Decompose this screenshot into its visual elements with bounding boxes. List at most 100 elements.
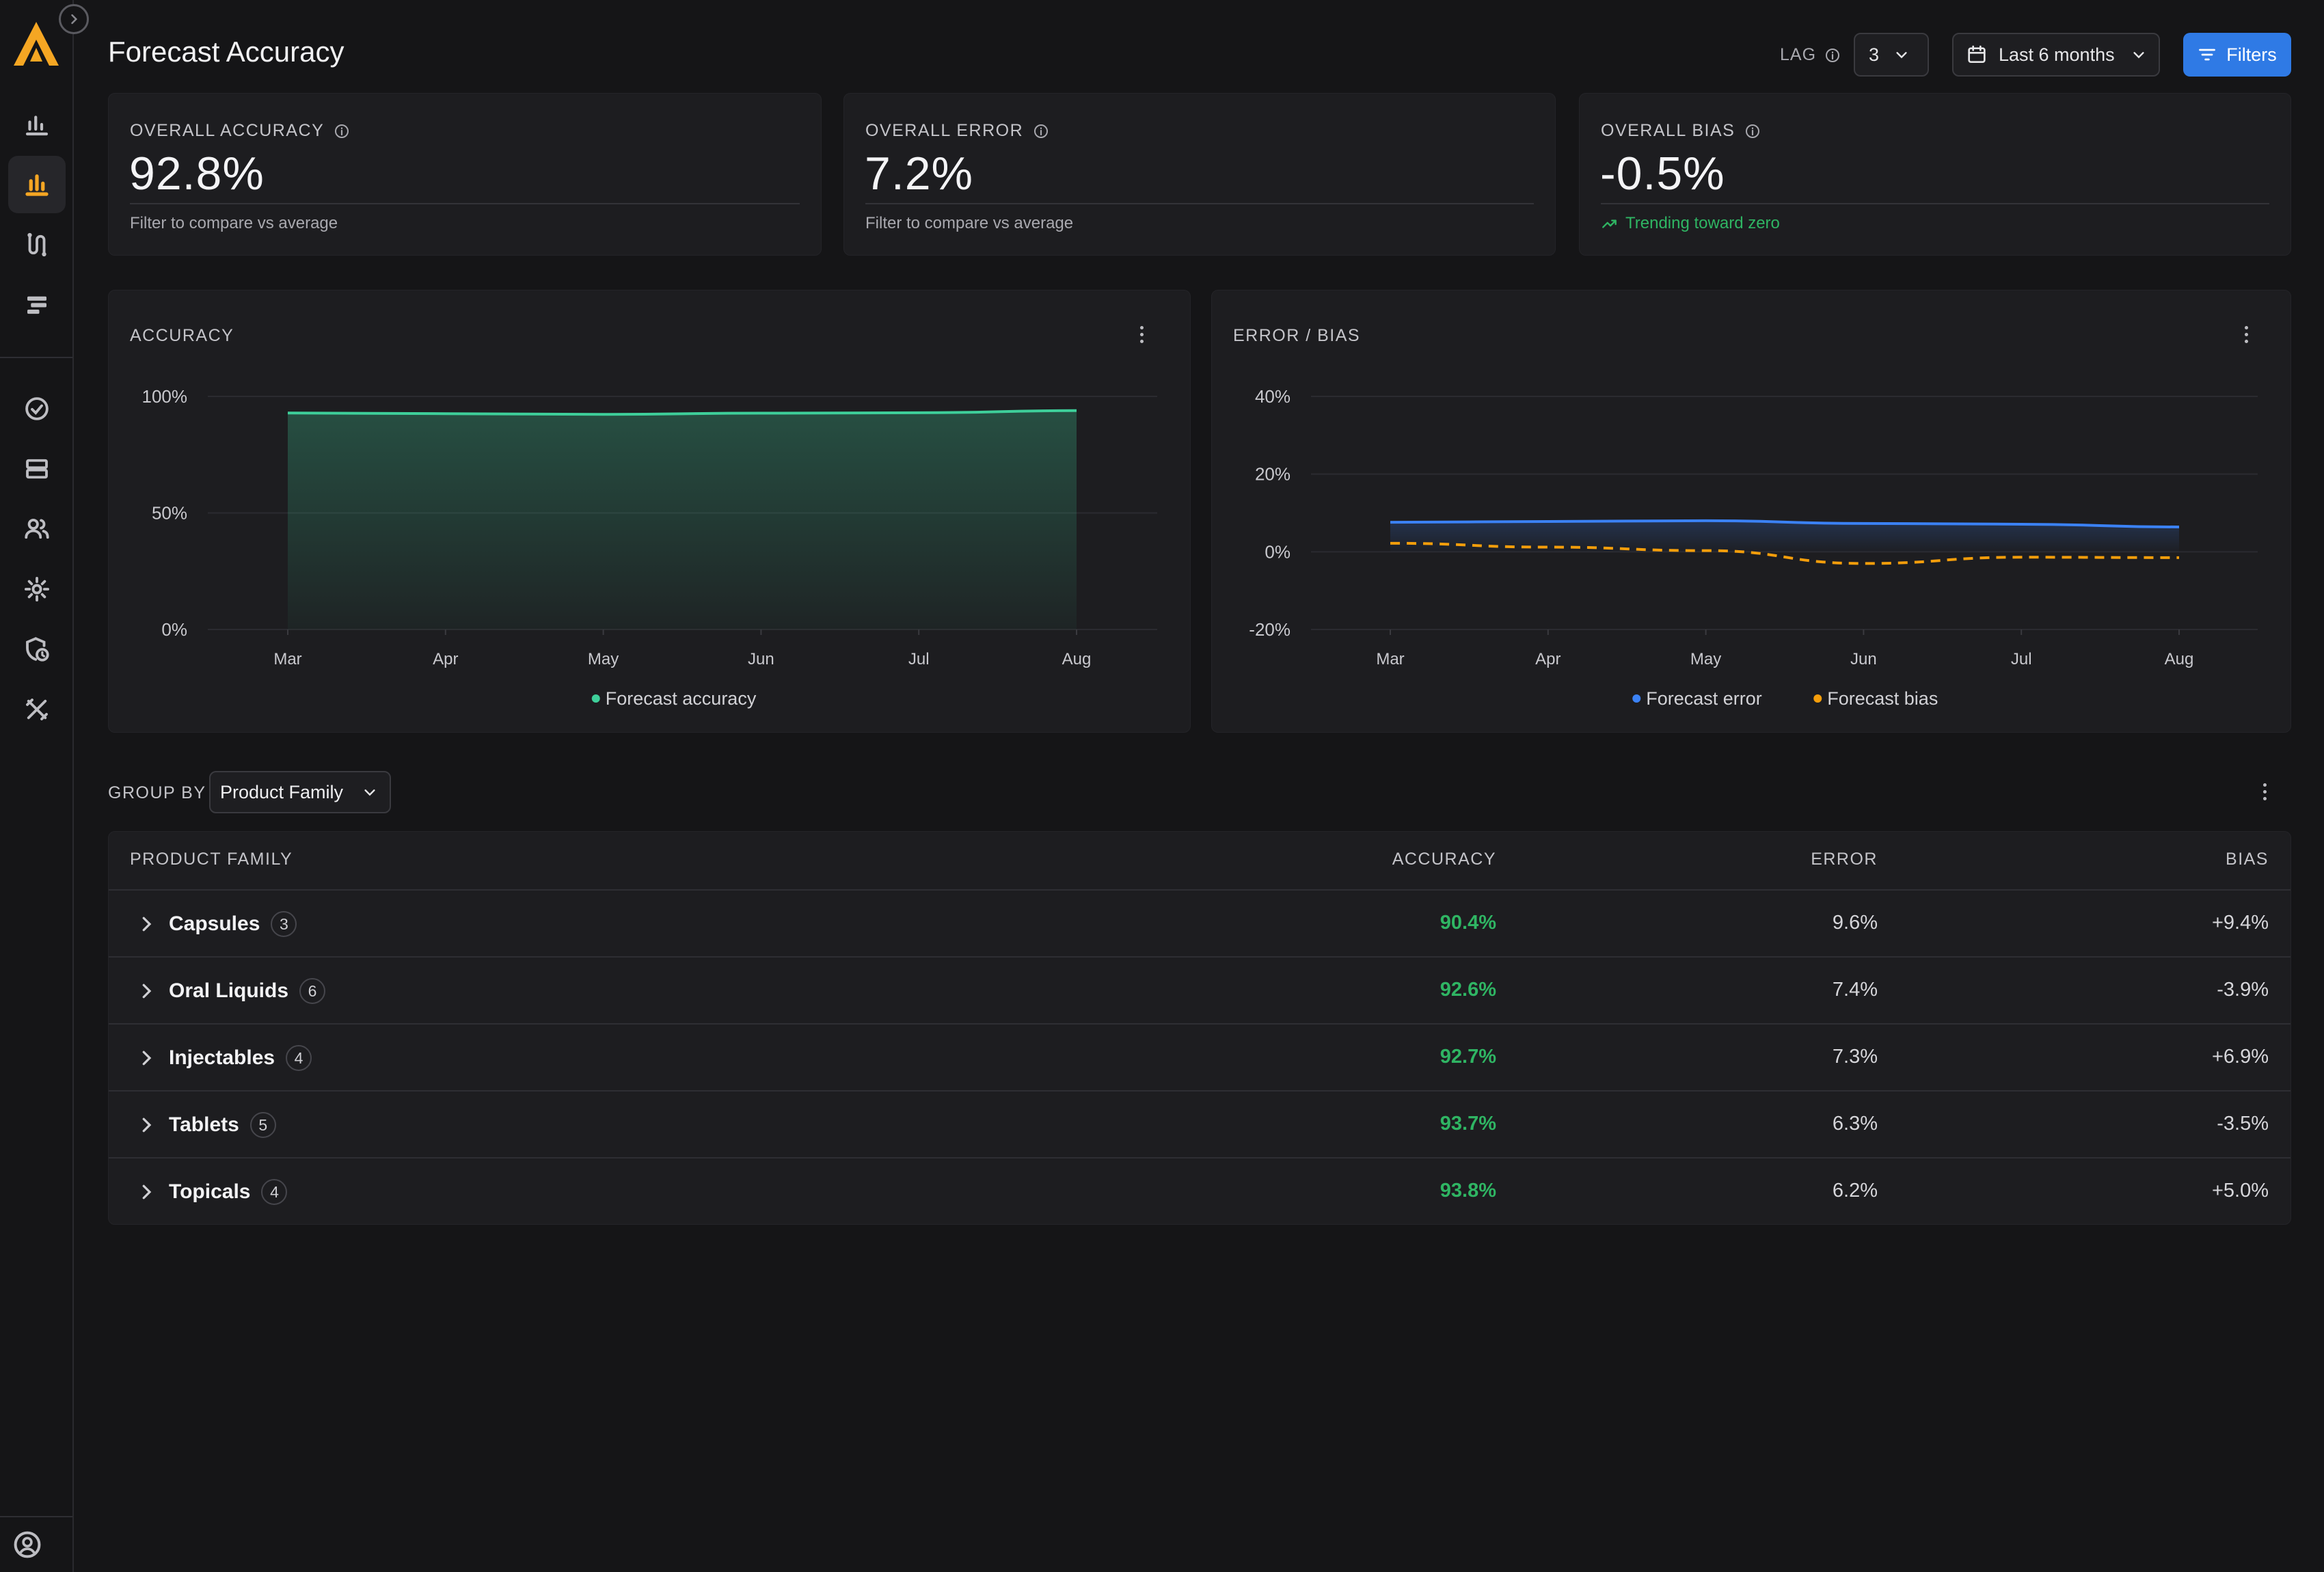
kpi-title: OVERALL BIAS bbox=[1601, 121, 1761, 141]
column-header-product-family[interactable]: PRODUCT FAMILY bbox=[130, 850, 293, 869]
row-name-text: Topicals bbox=[169, 1180, 251, 1203]
row-bias: +6.9% bbox=[2211, 1046, 2269, 1068]
x-tick-label: Apr bbox=[433, 650, 458, 668]
groupby-label: GROUP BY bbox=[108, 783, 206, 802]
row-name: Injectables 4 bbox=[169, 1045, 312, 1071]
x-tick-label: Apr bbox=[1535, 650, 1560, 668]
column-header-accuracy[interactable]: ACCURACY bbox=[1392, 850, 1496, 869]
series-line-0[interactable] bbox=[287, 409, 1077, 416]
series-area-0 bbox=[1390, 520, 2179, 552]
lag-value: 3 bbox=[1869, 44, 1880, 65]
table-header: PRODUCT FAMILY ACCURACY ERROR BIAS bbox=[109, 832, 2291, 891]
x-tick-label: Aug bbox=[2165, 650, 2194, 668]
row-name: Topicals 4 bbox=[169, 1179, 288, 1205]
lag-select[interactable]: 3 bbox=[1854, 33, 1929, 77]
info-icon[interactable] bbox=[1033, 123, 1049, 139]
nav-analytics[interactable] bbox=[8, 96, 66, 153]
page-title: Forecast Accuracy bbox=[108, 36, 344, 68]
kpi-value: -0.5% bbox=[1600, 148, 1725, 200]
chevron-down-icon bbox=[364, 789, 375, 796]
more-options-icon[interactable] bbox=[1135, 326, 1148, 343]
chart-title: ACCURACY bbox=[130, 326, 234, 345]
y-tick-label: 100% bbox=[142, 386, 188, 407]
nav-data-sources[interactable] bbox=[8, 440, 66, 498]
kpi-value: 92.8% bbox=[129, 148, 265, 200]
info-icon[interactable] bbox=[1744, 123, 1761, 139]
nav-tasks[interactable] bbox=[8, 380, 66, 437]
lag-label-text: LAG bbox=[1780, 45, 1817, 64]
nav-routes[interactable] bbox=[8, 216, 66, 273]
kpi-divider bbox=[1601, 203, 2269, 204]
nav-forecast-accuracy[interactable] bbox=[8, 156, 66, 213]
chevron-right-icon[interactable] bbox=[136, 981, 157, 1001]
row-name-text: Injectables bbox=[169, 1046, 275, 1069]
nav-settings[interactable] bbox=[8, 560, 66, 618]
column-header-bias[interactable]: BIAS bbox=[2226, 850, 2269, 869]
shield-clock-icon bbox=[26, 637, 49, 662]
chevron-down-icon bbox=[2133, 52, 2144, 59]
user-circle-icon[interactable] bbox=[12, 1530, 42, 1560]
row-accuracy: 90.4% bbox=[1440, 912, 1496, 934]
row-accuracy: 93.8% bbox=[1440, 1180, 1496, 1202]
app-logo-icon[interactable] bbox=[10, 16, 63, 70]
info-icon[interactable] bbox=[334, 123, 350, 139]
row-count-badge: 4 bbox=[261, 1179, 288, 1205]
row-error: 7.4% bbox=[1832, 979, 1878, 1001]
chevron-right-icon[interactable] bbox=[136, 914, 157, 934]
legend-label: Forecast accuracy bbox=[606, 688, 757, 709]
sidebar-collapse-button[interactable] bbox=[59, 4, 89, 34]
filters-label: Filters bbox=[2226, 44, 2277, 65]
nav-users[interactable] bbox=[8, 500, 66, 558]
row-error: 6.2% bbox=[1832, 1180, 1878, 1202]
filters-button[interactable]: Filters bbox=[2183, 33, 2291, 77]
chevron-right-icon[interactable] bbox=[136, 1115, 157, 1135]
date-range-select[interactable]: Last 6 months bbox=[1952, 33, 2160, 77]
row-error: 9.6% bbox=[1832, 912, 1878, 934]
table-row[interactable]: Injectables 4 92.7% 7.3% +6.9% bbox=[109, 1025, 2291, 1092]
nav-schedule[interactable] bbox=[8, 276, 66, 334]
y-tick-label: 20% bbox=[1255, 464, 1291, 485]
series-line-0[interactable] bbox=[1390, 519, 2180, 528]
bar-chart-active-icon bbox=[25, 174, 49, 196]
series-line-1[interactable] bbox=[1390, 541, 2180, 565]
kpi-subtext: Filter to compare vs average bbox=[130, 214, 338, 232]
legend-marker bbox=[1813, 694, 1822, 703]
table-more-options-icon[interactable] bbox=[2258, 783, 2271, 800]
route-icon bbox=[27, 232, 46, 257]
column-header-error[interactable]: ERROR bbox=[1811, 850, 1878, 869]
legend-label: Forecast error bbox=[1646, 688, 1762, 709]
row-error: 7.3% bbox=[1832, 1046, 1878, 1068]
row-bias: +5.0% bbox=[2211, 1180, 2269, 1202]
y-tick-label: 0% bbox=[1265, 541, 1291, 562]
row-name-text: Oral Liquids bbox=[169, 979, 289, 1002]
error-bias-chart: 40% 20% 0% -20% Mar Apr May Jun Jul Aug Forecast e… bbox=[1249, 386, 2258, 709]
chevron-right-icon[interactable] bbox=[136, 1048, 157, 1068]
row-error: 6.3% bbox=[1832, 1113, 1878, 1135]
legend-marker bbox=[591, 694, 600, 703]
nav-tools[interactable] bbox=[8, 681, 66, 738]
chevron-right-icon[interactable] bbox=[136, 1182, 157, 1202]
groupby-value: Product Family bbox=[220, 781, 344, 802]
row-count-badge: 5 bbox=[249, 1112, 276, 1138]
kpi-subtext: Filter to compare vs average bbox=[865, 214, 1074, 232]
table-row[interactable]: Capsules 3 90.4% 9.6% +9.4% bbox=[109, 891, 2291, 958]
y-tick-label: 40% bbox=[1255, 386, 1291, 407]
gear-icon bbox=[24, 576, 50, 602]
accuracy-table: PRODUCT FAMILY ACCURACY ERROR BIAS Capsu… bbox=[108, 831, 2291, 1225]
row-accuracy: 93.7% bbox=[1440, 1113, 1496, 1135]
nav-security[interactable] bbox=[8, 621, 66, 678]
sidebar-bottom-divider bbox=[0, 1516, 72, 1517]
table-row[interactable]: Oral Liquids 6 92.6% 7.4% -3.9% bbox=[109, 958, 2291, 1025]
kpi-value: 7.2% bbox=[865, 148, 973, 200]
x-tick-label: May bbox=[588, 650, 619, 668]
info-icon[interactable] bbox=[1824, 47, 1841, 64]
table-row[interactable]: Topicals 4 93.8% 6.2% +5.0% bbox=[109, 1158, 2291, 1224]
series-area-0 bbox=[288, 410, 1077, 629]
trending-icon bbox=[1602, 219, 1617, 228]
more-options-icon[interactable] bbox=[2239, 326, 2253, 343]
error-bias-chart-card: ERROR / BIAS 40% 20% 0% -20% Mar Apr May Jun Jul… bbox=[1211, 290, 2291, 733]
groupby-select[interactable]: Product Family bbox=[209, 771, 391, 813]
table-row[interactable]: Tablets 5 93.7% 6.3% -3.5% bbox=[109, 1092, 2291, 1158]
kpi-title: OVERALL ACCURACY bbox=[130, 121, 350, 141]
date-range-value: Last 6 months bbox=[1999, 44, 2115, 65]
